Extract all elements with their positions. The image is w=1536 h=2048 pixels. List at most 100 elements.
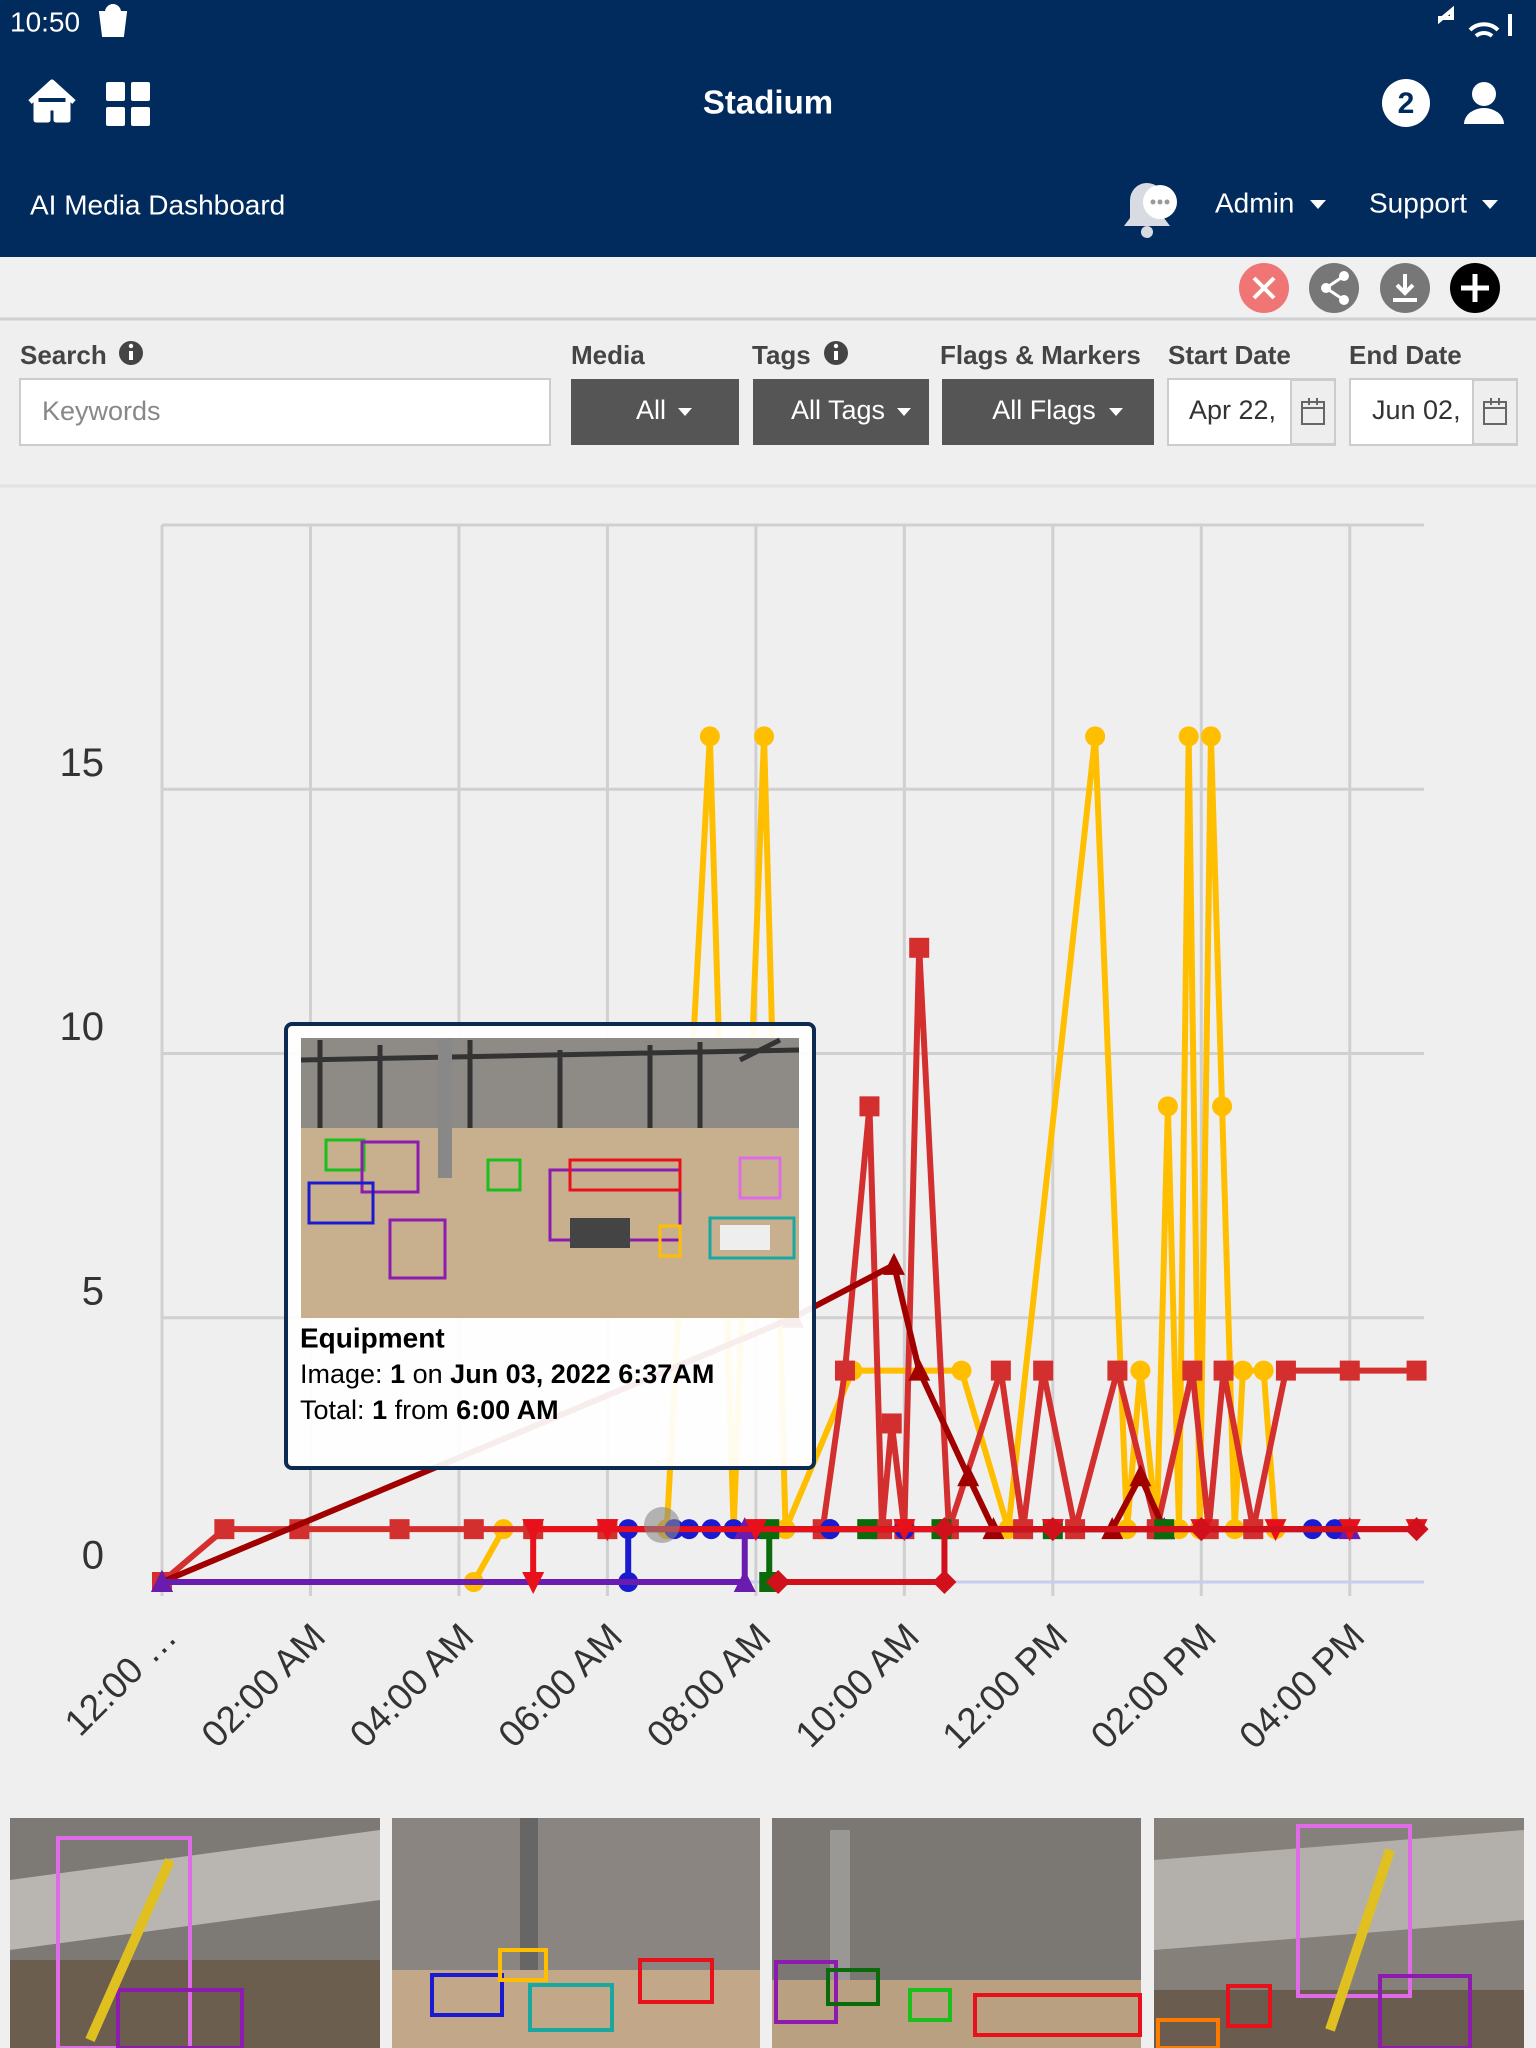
point — [1404, 1517, 1429, 1542]
point — [1182, 1360, 1203, 1381]
calendar-icon — [1483, 398, 1507, 425]
thumbnail[interactable] — [772, 1818, 1142, 2048]
x-tick-label: 06:00 AM — [490, 1616, 630, 1756]
caret — [1109, 408, 1123, 416]
status-icons — [1438, 5, 1512, 38]
filter-label: Media — [571, 340, 645, 370]
point — [1033, 1360, 1054, 1381]
point — [1200, 726, 1221, 747]
support-menu[interactable]: Support — [1369, 187, 1467, 218]
point — [1213, 1360, 1234, 1381]
y-tick-label: 15 — [60, 741, 105, 785]
dropdown-value: All — [636, 395, 666, 425]
point — [1130, 1360, 1151, 1381]
x-tick-label: 02:00 PM — [1083, 1616, 1224, 1757]
point — [1129, 1464, 1152, 1487]
filter-label: End Date — [1349, 340, 1462, 370]
point — [1253, 1360, 1274, 1381]
point — [522, 1572, 545, 1594]
filter-label: Start Date — [1168, 340, 1291, 370]
point — [463, 1519, 484, 1540]
status-time: 10:50 — [10, 6, 80, 37]
dropdown-value: All Tags — [791, 395, 885, 425]
tags-dropdown[interactable] — [753, 379, 929, 445]
x-tick-label: 04:00 AM — [342, 1616, 482, 1756]
point — [908, 1358, 931, 1381]
tooltip-value: Jun 03, 2022 6:37AM — [450, 1359, 714, 1389]
user-button[interactable] — [1464, 82, 1504, 124]
series-line — [778, 1526, 1417, 1585]
info-icon[interactable] — [119, 341, 143, 365]
point — [893, 1519, 916, 1542]
point — [834, 1360, 855, 1381]
point — [882, 1252, 905, 1275]
media-dropdown[interactable] — [571, 379, 739, 445]
search-placeholder: Keywords — [42, 396, 161, 426]
point — [1085, 726, 1106, 747]
badge[interactable] — [1382, 79, 1430, 127]
dropdown-value: All Flags — [992, 395, 1096, 425]
point — [1178, 726, 1199, 747]
share-button[interactable] — [1309, 263, 1359, 313]
tooltip-line: Image: 1 on Jun 03, 2022 6:37AM — [300, 1359, 714, 1389]
close-button[interactable] — [1239, 263, 1289, 313]
calendar-icon — [1301, 398, 1325, 425]
point — [699, 726, 720, 747]
thumbnail[interactable] — [392, 1818, 760, 2048]
toolbar — [0, 257, 1536, 319]
date-value: Jun 02, — [1372, 395, 1461, 425]
point — [733, 1570, 756, 1592]
info-icon[interactable] — [824, 341, 848, 365]
dashboard-name: AI Media Dashboard — [30, 189, 285, 220]
download-button[interactable] — [1380, 263, 1430, 313]
series-line — [160, 944, 1417, 1585]
badge-count: 2 — [1398, 87, 1415, 120]
point — [990, 1360, 1011, 1381]
admin-menu[interactable]: Admin — [1215, 187, 1294, 218]
filter-label: Search — [20, 340, 107, 370]
tooltip-title: Equipment — [300, 1322, 445, 1353]
caret — [897, 408, 911, 416]
thumbnail[interactable] — [1154, 1818, 1524, 2048]
point — [766, 1570, 791, 1594]
home-button[interactable] — [28, 79, 76, 123]
point — [932, 1570, 957, 1594]
hover-point — [644, 1507, 680, 1543]
point — [1339, 1360, 1360, 1381]
point — [1212, 1096, 1233, 1117]
add-button[interactable] — [1450, 263, 1500, 313]
bell-button[interactable] — [1124, 183, 1177, 238]
filter-label: Flags & Markers — [940, 340, 1141, 370]
point — [1189, 1517, 1214, 1542]
x-tick-label: 08:00 AM — [639, 1616, 779, 1756]
y-tick-label: 10 — [60, 1005, 105, 1049]
point — [744, 1519, 767, 1542]
point — [1406, 1360, 1427, 1381]
point — [389, 1519, 410, 1540]
point — [859, 1096, 880, 1117]
tooltip-text: Image: — [300, 1359, 383, 1389]
x-tick-label: 10:00 AM — [787, 1616, 927, 1756]
thumbnail[interactable] — [10, 1818, 380, 2048]
point — [909, 937, 930, 958]
point — [151, 1570, 173, 1592]
point — [1040, 1517, 1065, 1542]
search-input[interactable] — [19, 378, 551, 446]
point — [951, 1360, 972, 1381]
point — [754, 726, 775, 747]
grid-button[interactable] — [106, 82, 150, 126]
point — [1107, 1360, 1128, 1381]
y-tick-label: 5 — [82, 1269, 104, 1313]
caret — [678, 408, 692, 416]
calendar-button[interactable] — [1472, 379, 1518, 445]
tooltip-text: Total: — [300, 1395, 365, 1425]
x-tick-label: 12:00 … — [57, 1616, 185, 1744]
point — [881, 1413, 902, 1434]
tooltip-value: 6:00 AM — [456, 1395, 559, 1425]
point — [1232, 1360, 1253, 1381]
point — [957, 1464, 980, 1487]
calendar-button[interactable] — [1290, 379, 1336, 445]
tooltip-image — [300, 1037, 800, 1318]
x-tick-label: 04:00 PM — [1231, 1616, 1372, 1757]
